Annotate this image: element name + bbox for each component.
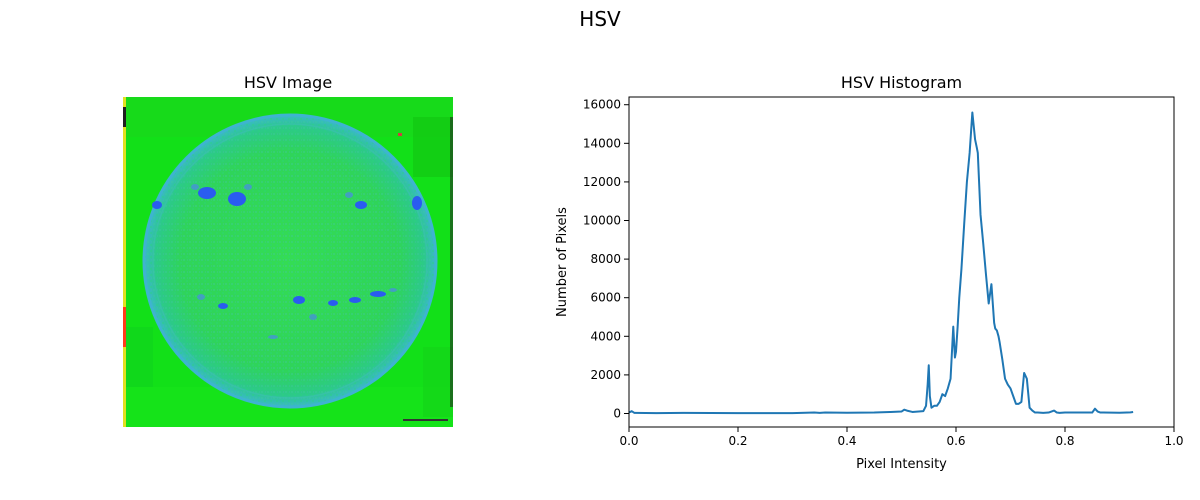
hsv-image (123, 97, 453, 427)
x-tick-label: 0.2 (728, 434, 747, 448)
x-axis-label: Pixel Intensity (856, 457, 947, 472)
y-tick-label: 12000 (583, 175, 621, 189)
plot-frame (628, 96, 1175, 428)
y-tick-label: 14000 (583, 136, 621, 150)
y-axis-label: Number of Pixels (555, 207, 570, 317)
y-tick-label: 16000 (583, 98, 621, 112)
x-tick-label: 0.8 (1055, 434, 1074, 448)
image-panel-title: HSV Image (243, 73, 333, 92)
x-tick-label: 0.6 (946, 434, 965, 448)
x-tick-label: 1.0 (1164, 434, 1183, 448)
x-tick-label: 0.0 (619, 434, 638, 448)
y-tick-label: 6000 (590, 291, 621, 305)
histogram-title: HSV Histogram (840, 73, 963, 92)
histogram-line (628, 111, 1134, 415)
x-tick-label: 0.4 (837, 434, 856, 448)
y-tick-label: 0 (613, 406, 621, 420)
figure-title: HSV (579, 7, 621, 31)
y-tick-label: 8000 (590, 252, 621, 266)
y-tick-label: 2000 (590, 368, 621, 382)
y-tick-label: 10000 (583, 214, 621, 228)
y-tick-label: 4000 (590, 329, 621, 343)
